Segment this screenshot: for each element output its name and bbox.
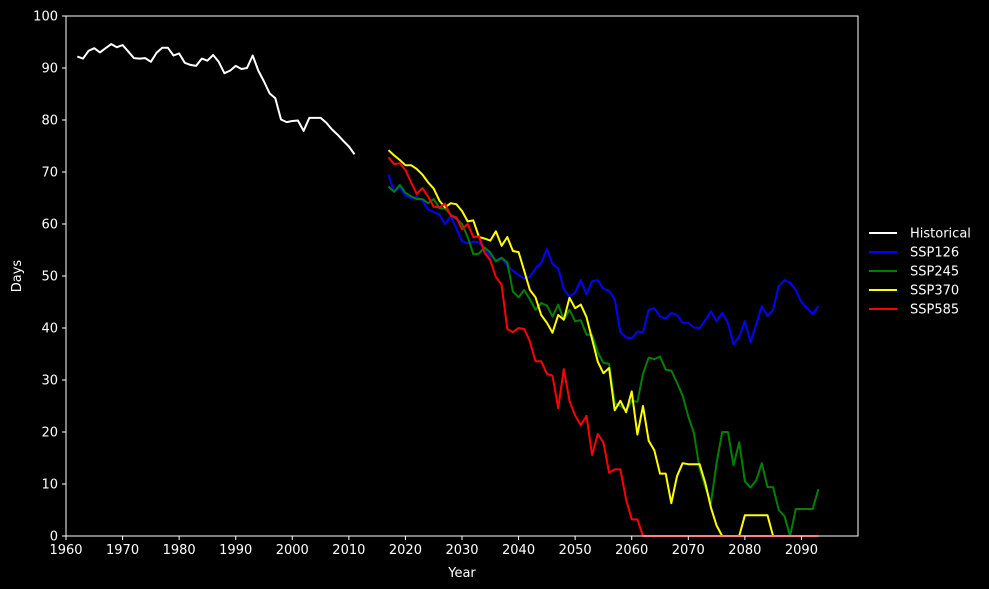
- x-tick-label: 2030: [445, 543, 478, 558]
- y-tick-label: 100: [33, 10, 58, 25]
- legend-label-ssp245: SSP245: [910, 265, 959, 280]
- y-axis-label: Days: [10, 260, 25, 293]
- y-tick-label: 80: [41, 114, 58, 129]
- series-line-ssp126: [387, 174, 820, 346]
- axes-layer: 1960 1970 1980 1990 2000 2010 2020 2030 2040 2050…: [33, 10, 859, 558]
- y-tick-label: 50: [41, 270, 58, 285]
- x-axis-label: Year: [447, 566, 476, 581]
- x-tick-label: 2000: [276, 543, 309, 558]
- series-line-ssp245: [387, 184, 820, 537]
- legend-label-ssp126: SSP126: [910, 246, 959, 261]
- legend-label-ssp585: SSP585: [910, 303, 959, 318]
- x-tick-label: 2090: [785, 543, 818, 558]
- x-tick-label: 1990: [219, 543, 252, 558]
- legend-label-historical: Historical: [910, 227, 971, 242]
- series-line-ssp370: [387, 149, 819, 537]
- y-tick-label: 20: [41, 426, 58, 441]
- y-tick-label: 0: [50, 530, 58, 545]
- x-tick-label: 2040: [502, 543, 535, 558]
- x-tick-label: 2080: [728, 543, 761, 558]
- x-tick-label: 1980: [163, 543, 196, 558]
- legend: Historical SSP126 SSP245 SSP370 SSP585: [869, 227, 971, 318]
- y-tick-label: 30: [41, 374, 58, 389]
- x-tick-label: 2010: [332, 543, 365, 558]
- series-line-historical: [76, 43, 356, 155]
- series-layer: [76, 43, 820, 537]
- y-tick-label: 10: [41, 478, 58, 493]
- x-tick-label: 2020: [389, 543, 422, 558]
- x-tick-label: 1970: [106, 543, 139, 558]
- y-tick-label: 40: [41, 322, 58, 337]
- x-tick-label: 1960: [49, 543, 82, 558]
- x-tick-label: 2070: [672, 543, 705, 558]
- legend-label-ssp370: SSP370: [910, 284, 959, 299]
- y-tick-label: 60: [41, 218, 58, 233]
- y-tick-label: 70: [41, 166, 58, 181]
- y-tick-label: 90: [41, 62, 58, 77]
- x-tick-label: 2050: [559, 543, 592, 558]
- x-tick-label: 2060: [615, 543, 648, 558]
